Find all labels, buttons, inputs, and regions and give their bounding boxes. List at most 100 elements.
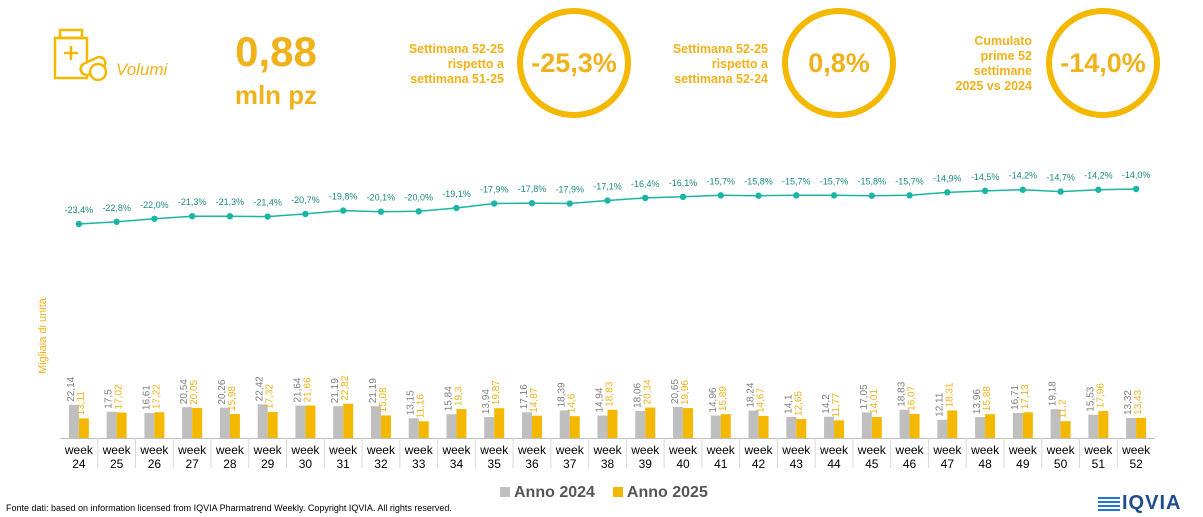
comparison-label-3: Cumulato prime 52 settimane 2025 vs 2024 xyxy=(955,34,1032,93)
data-label-2025: 15,98 xyxy=(227,386,238,411)
x-tick-label-prefix: week xyxy=(404,443,434,457)
data-label-2024: 20,26 xyxy=(217,379,228,404)
bar-2025 xyxy=(343,403,354,438)
data-label-2024: 16,71 xyxy=(1010,384,1021,409)
data-label-2024: 17,16 xyxy=(519,384,530,409)
data-label-2025: 11,2 xyxy=(1058,399,1069,418)
x-tick-label: 24 xyxy=(72,457,86,471)
trend-label: -22,8% xyxy=(102,203,131,213)
trend-point xyxy=(491,200,498,207)
x-tick-label: 26 xyxy=(148,457,162,471)
x-tick-label-prefix: week xyxy=(706,443,736,457)
bar-2025 xyxy=(1022,412,1033,438)
bar-2025 xyxy=(645,407,656,438)
bar-2024 xyxy=(673,407,684,438)
trend-point xyxy=(679,193,687,201)
trend-point xyxy=(906,192,913,199)
bar-2025 xyxy=(1136,417,1147,438)
x-tick-label-prefix: week xyxy=(668,443,698,457)
trend-label: -21,3% xyxy=(216,197,245,207)
x-tick-label: 33 xyxy=(412,457,426,471)
data-label-2024: 14,1 xyxy=(783,394,794,414)
data-label-2024: 20,65 xyxy=(670,379,681,404)
x-tick-label-prefix: week xyxy=(970,443,1000,457)
x-tick-label: 27 xyxy=(185,457,199,471)
trend-label: -14,2% xyxy=(1084,171,1113,181)
x-tick-label: 43 xyxy=(790,457,804,471)
x-tick-label: 47 xyxy=(941,457,955,471)
big-value: 0,88 xyxy=(235,28,317,75)
x-tick-label-prefix: week xyxy=(895,443,925,457)
trend-point xyxy=(188,212,196,220)
x-tick-label: 52 xyxy=(1129,457,1143,471)
x-tick-label-prefix: week xyxy=(630,443,660,457)
source-note: Fonte dati: based on information license… xyxy=(6,503,452,513)
trend-label: -20,7% xyxy=(291,195,320,205)
bar-2024 xyxy=(257,404,268,438)
x-tick-label: 42 xyxy=(752,457,766,471)
data-label-2025: 14,01 xyxy=(869,389,880,414)
comparison-label-1: Settimana 52-25 rispetto a settimana 51-… xyxy=(408,42,504,86)
data-label-2024: 14,96 xyxy=(708,387,719,412)
bar-2025 xyxy=(720,414,731,438)
bar-2025 xyxy=(154,412,165,438)
bar-2025 xyxy=(229,414,240,438)
bar-2024 xyxy=(219,407,230,438)
x-tick-label: 36 xyxy=(525,457,539,471)
data-label-2025: 20,05 xyxy=(189,379,200,404)
trend-point xyxy=(981,187,989,195)
comparison-value-3: -14,0% xyxy=(1046,8,1160,118)
bar-2025 xyxy=(78,418,89,438)
bar-2024 xyxy=(106,411,117,438)
bar-2024 xyxy=(559,410,570,438)
x-tick-label: 49 xyxy=(1016,457,1030,471)
x-tick-label: 32 xyxy=(374,457,388,471)
x-tick-label: 25 xyxy=(110,457,124,471)
x-tick-label-prefix: week xyxy=(819,443,849,457)
bar-2024 xyxy=(333,406,344,438)
data-label-2025: 14,67 xyxy=(756,388,767,413)
data-label-2024: 16,61 xyxy=(141,385,152,410)
bar-2025 xyxy=(796,419,807,438)
bar-2024 xyxy=(1012,412,1023,438)
bar-2024 xyxy=(182,407,193,438)
trend-label: -14,5% xyxy=(971,172,1000,182)
trend-label: -15,7% xyxy=(782,176,811,186)
x-tick-label-prefix: week xyxy=(64,443,94,457)
data-label-2024: 14,2 xyxy=(821,394,832,414)
x-tick-label-prefix: week xyxy=(592,443,622,457)
trend-point xyxy=(642,194,649,202)
x-tick-label-prefix: week xyxy=(1121,443,1151,457)
x-tick-label-prefix: week xyxy=(1046,443,1076,457)
data-label-2024: 12,11 xyxy=(934,392,945,417)
trend-point xyxy=(226,212,234,220)
data-label-2024: 21,19 xyxy=(330,378,341,403)
bar-2024 xyxy=(861,412,872,438)
x-tick-label: 29 xyxy=(261,457,275,471)
trend-point xyxy=(264,213,271,220)
bar-2024 xyxy=(786,416,797,438)
bar-2024 xyxy=(824,416,835,438)
trend-label: -15,7% xyxy=(820,176,849,186)
comparison-value-1: -25,3% xyxy=(517,8,631,118)
x-tick-label: 28 xyxy=(223,457,237,471)
x-tick-label: 46 xyxy=(903,457,917,471)
bar-2025 xyxy=(1060,421,1071,438)
data-label-2025: 17,96 xyxy=(1095,383,1106,408)
pill-box-icon xyxy=(52,26,112,82)
trend-point xyxy=(793,192,800,199)
data-label-2024: 21,64 xyxy=(292,377,303,402)
data-label-2025: 19,3 xyxy=(453,386,464,406)
trend-point xyxy=(944,189,951,196)
bar-2024 xyxy=(975,417,986,438)
bar-2024 xyxy=(521,412,532,438)
x-tick-label: 30 xyxy=(299,457,313,471)
bar-2024 xyxy=(597,415,608,438)
kpi-label: Volumi xyxy=(116,60,168,79)
trend-label: -14,2% xyxy=(1009,171,1038,181)
trend-label: -14,7% xyxy=(1046,173,1075,183)
x-tick-label: 34 xyxy=(450,457,464,471)
x-tick-label: 31 xyxy=(337,457,351,471)
data-label-2024: 22,14 xyxy=(66,376,77,401)
trend-label: -15,7% xyxy=(895,176,924,186)
